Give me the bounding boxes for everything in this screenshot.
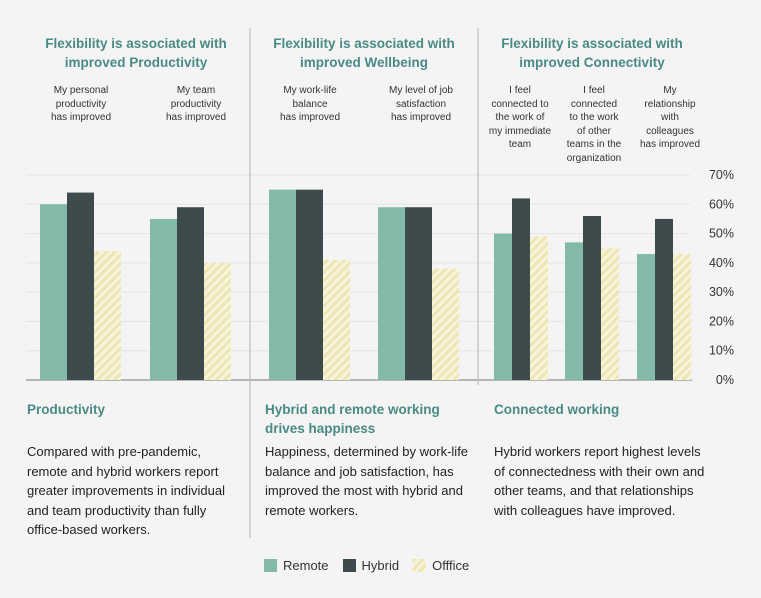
category-label-line: organization — [566, 152, 622, 164]
category-label-team-productivity: My team productivity has improved — [141, 84, 251, 125]
y-tick-label: 40% — [709, 256, 734, 270]
category-label-other-teams: I feel connected to the work of other te… — [556, 84, 632, 165]
category-label-line: productivity — [170, 98, 222, 110]
y-tick-label: 60% — [709, 197, 734, 211]
section-body-happiness: Happiness, determined by work-life balan… — [265, 444, 469, 518]
bar-remote — [637, 254, 655, 380]
bar-remote — [40, 204, 67, 380]
bar-office — [530, 236, 548, 380]
bar-hybrid — [67, 192, 94, 380]
bar-hybrid — [512, 198, 530, 380]
y-tick-label: 10% — [709, 344, 734, 358]
bar-remote — [378, 207, 405, 380]
category-label-line: connected — [570, 98, 618, 110]
category-label-line: relationship — [644, 98, 696, 110]
category-label-line: has improved — [390, 112, 452, 123]
category-label-work-life-balance: My work-life balance has improved — [255, 84, 365, 125]
section-heading-productivity: Productivity — [27, 402, 106, 417]
bar-hybrid — [405, 207, 432, 380]
section-heading-connected: Connected working — [494, 402, 620, 417]
bar-hybrid — [177, 207, 204, 380]
column-title-line: improved Productivity — [64, 55, 208, 70]
bar-remote — [150, 218, 177, 380]
category-label-line: has improved — [639, 139, 701, 150]
column-title-line: improved Wellbeing — [299, 55, 429, 70]
legend-label-office: Offfice — [432, 558, 470, 573]
bar-remote — [494, 233, 512, 380]
category-label-line: balance — [292, 98, 328, 110]
category-label-line: with — [661, 112, 679, 123]
bar-office — [432, 268, 459, 380]
legend-item-hybrid: Hybrid — [342, 558, 400, 573]
category-label-personal-productivity: My personal productivity has improved — [26, 84, 136, 125]
category-label-line: colleagues — [646, 125, 694, 137]
office-swatch-icon — [413, 559, 427, 572]
column-title-line: Flexibility is associated with — [273, 36, 455, 51]
column-title-line: improved Connectivity — [519, 55, 665, 70]
category-label-line: My — [663, 85, 677, 96]
category-label-line: to the work — [569, 112, 619, 123]
column-title-line: Flexibility is associated with — [45, 36, 227, 51]
category-label-immediate-team: I feel connected to the work of my immed… — [482, 84, 558, 152]
bar-remote — [565, 242, 583, 380]
legend-item-office: Offfice — [413, 558, 469, 573]
bar-office — [601, 248, 619, 380]
category-label-line: My personal — [53, 85, 109, 96]
column-title-wellbeing: Flexibility is associated with improved … — [249, 34, 479, 72]
category-label-line: My team — [176, 85, 216, 96]
y-tick-label: 70% — [709, 168, 734, 182]
category-label-line: has improved — [279, 112, 341, 123]
bar-office — [323, 259, 350, 380]
category-label-line: has improved — [165, 112, 227, 123]
bar-hybrid — [583, 216, 601, 380]
category-label-line: teams in the — [566, 139, 622, 150]
legend-label-hybrid: Hybrid — [361, 558, 400, 573]
column-title-line: Flexibility is associated with — [501, 36, 683, 51]
category-label-line: My level of job — [389, 85, 453, 96]
column-title-connectivity: Flexibility is associated with improved … — [477, 34, 707, 72]
bar-office — [673, 254, 691, 380]
bar-office — [94, 251, 121, 380]
category-label-line: I feel — [509, 85, 531, 96]
category-label-line: connected to — [491, 98, 549, 110]
section-heading-happiness: Hybrid and remote working drives happine… — [265, 402, 440, 436]
category-label-line: the work of — [495, 112, 545, 123]
category-label-line: of other — [577, 125, 611, 137]
y-tick-label: 0% — [716, 373, 734, 387]
section-body-connected: Hybrid workers report highest levels of … — [494, 444, 705, 518]
legend: Remote Hybrid Offfice — [264, 558, 483, 573]
category-label-line: productivity — [55, 98, 107, 110]
y-tick-label: 30% — [709, 285, 734, 299]
category-label-line: satisfaction — [395, 98, 447, 110]
hybrid-swatch-icon — [342, 559, 356, 572]
legend-item-remote: Remote — [264, 558, 329, 573]
category-label-line: team — [508, 139, 532, 150]
bar-office — [204, 262, 231, 380]
category-label-colleagues: My relationship with colleagues has impr… — [632, 84, 708, 152]
bar-remote — [269, 189, 296, 380]
bar-hybrid — [655, 218, 673, 380]
category-label-line: has improved — [50, 112, 112, 123]
category-label-job-satisfaction: My level of job satisfaction has improve… — [366, 84, 476, 125]
y-tick-label: 50% — [709, 227, 734, 241]
category-label-line: my immediate — [488, 125, 552, 137]
legend-label-remote: Remote — [283, 558, 329, 573]
category-label-line: My work-life — [283, 85, 337, 96]
bar-hybrid — [296, 189, 323, 380]
section-body-productivity: Compared with pre-pandemic, remote and h… — [27, 444, 225, 537]
column-title-productivity: Flexibility is associated with improved … — [21, 34, 251, 72]
remote-swatch-icon — [264, 559, 277, 572]
y-tick-label: 20% — [709, 314, 734, 328]
category-label-line: I feel — [583, 85, 605, 96]
